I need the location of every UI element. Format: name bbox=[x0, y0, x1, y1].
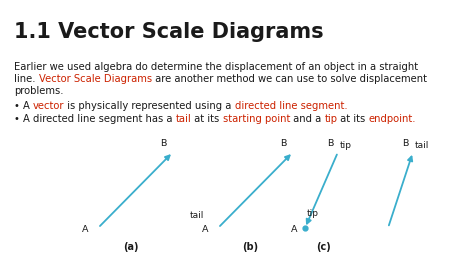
Text: (b): (b) bbox=[242, 242, 258, 252]
Text: tail: tail bbox=[190, 211, 204, 221]
Text: B: B bbox=[402, 139, 409, 148]
Text: are another method we can use to solve displacement: are another method we can use to solve d… bbox=[152, 74, 427, 84]
Text: A: A bbox=[201, 226, 208, 235]
Text: • A directed line segment has a: • A directed line segment has a bbox=[14, 114, 176, 124]
Text: starting point: starting point bbox=[223, 114, 290, 124]
Text: • A: • A bbox=[14, 101, 33, 111]
Text: A: A bbox=[82, 226, 88, 235]
Text: problems.: problems. bbox=[14, 86, 64, 96]
Text: A: A bbox=[291, 226, 297, 235]
Text: B: B bbox=[161, 139, 167, 148]
Text: Earlier we used algebra do determine the displacement of an object in a straight: Earlier we used algebra do determine the… bbox=[14, 62, 418, 72]
Text: Vector Scale Diagrams: Vector Scale Diagrams bbox=[38, 74, 152, 84]
Text: tail: tail bbox=[415, 141, 429, 150]
Text: line.: line. bbox=[14, 74, 38, 84]
Text: tip: tip bbox=[307, 209, 319, 218]
Text: tip: tip bbox=[325, 114, 337, 124]
Text: tip: tip bbox=[340, 141, 352, 150]
Text: (a): (a) bbox=[123, 242, 138, 252]
Text: (c): (c) bbox=[316, 242, 331, 252]
Text: endpoint.: endpoint. bbox=[369, 114, 416, 124]
Text: vector: vector bbox=[33, 101, 64, 111]
Text: tail: tail bbox=[176, 114, 191, 124]
Text: directed line segment.: directed line segment. bbox=[235, 101, 347, 111]
Text: at its: at its bbox=[191, 114, 223, 124]
Text: is physically represented using a: is physically represented using a bbox=[64, 101, 235, 111]
Text: B: B bbox=[328, 139, 334, 148]
Text: B: B bbox=[281, 139, 287, 148]
Text: at its: at its bbox=[337, 114, 369, 124]
Text: and a: and a bbox=[290, 114, 325, 124]
Text: 1.1 Vector Scale Diagrams: 1.1 Vector Scale Diagrams bbox=[14, 22, 324, 42]
